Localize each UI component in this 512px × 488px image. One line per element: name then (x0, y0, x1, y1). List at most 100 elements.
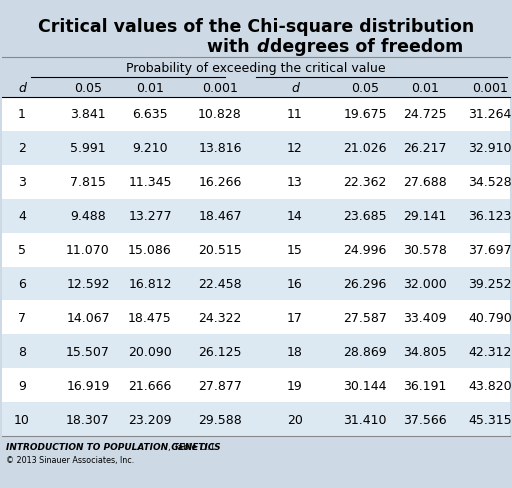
Text: 36.123: 36.123 (468, 210, 511, 223)
Text: d: d (291, 82, 299, 95)
Text: 20: 20 (287, 413, 303, 426)
Text: 43.820: 43.820 (468, 379, 512, 392)
Bar (2, 402, 510, 436)
Text: 15.086: 15.086 (128, 244, 172, 257)
Text: 29.588: 29.588 (198, 413, 242, 426)
Text: 1: 1 (18, 108, 26, 121)
Text: 10.828: 10.828 (198, 108, 242, 121)
Text: 26.296: 26.296 (344, 277, 387, 290)
Text: 10: 10 (14, 413, 30, 426)
Text: 32.000: 32.000 (403, 277, 447, 290)
Text: 4: 4 (18, 210, 26, 223)
Text: d: d (18, 82, 26, 95)
Text: 37.566: 37.566 (403, 413, 447, 426)
Bar (2, 335, 510, 368)
Text: 0.001: 0.001 (472, 82, 508, 95)
Text: 7.815: 7.815 (70, 176, 106, 189)
Text: 22.458: 22.458 (198, 277, 242, 290)
Text: 19.675: 19.675 (343, 108, 387, 121)
Text: 18.307: 18.307 (66, 413, 110, 426)
Text: 9: 9 (18, 379, 26, 392)
Text: 14: 14 (287, 210, 303, 223)
Text: 40.790: 40.790 (468, 311, 512, 324)
Text: 2: 2 (18, 142, 26, 155)
Text: 13.277: 13.277 (128, 210, 172, 223)
Text: 6: 6 (18, 277, 26, 290)
Bar (2, 233, 510, 267)
Text: 36.191: 36.191 (403, 379, 446, 392)
Text: 29.141: 29.141 (403, 210, 446, 223)
Text: 21.666: 21.666 (129, 379, 172, 392)
Text: 33.409: 33.409 (403, 311, 447, 324)
Text: 12.592: 12.592 (66, 277, 110, 290)
Text: 30.144: 30.144 (343, 379, 387, 392)
Text: 22.362: 22.362 (344, 176, 387, 189)
Text: 18.467: 18.467 (198, 210, 242, 223)
Text: 19: 19 (287, 379, 303, 392)
Text: 42.312: 42.312 (468, 345, 511, 358)
Text: 32.910: 32.910 (468, 142, 512, 155)
Text: © 2013 Sinauer Associates, Inc.: © 2013 Sinauer Associates, Inc. (6, 455, 134, 464)
Text: 9.210: 9.210 (132, 142, 168, 155)
Text: 8: 8 (18, 345, 26, 358)
Text: 16.812: 16.812 (128, 277, 172, 290)
Text: 20.515: 20.515 (198, 244, 242, 257)
Text: 11: 11 (287, 108, 303, 121)
Text: Probability of exceeding the critical value: Probability of exceeding the critical va… (126, 62, 386, 75)
Text: 0.05: 0.05 (74, 82, 102, 95)
Text: 34.528: 34.528 (468, 176, 512, 189)
Text: 12: 12 (287, 142, 303, 155)
Text: 26.125: 26.125 (198, 345, 242, 358)
Text: 0.01: 0.01 (411, 82, 439, 95)
Text: 15.507: 15.507 (66, 345, 110, 358)
Text: 9.488: 9.488 (70, 210, 106, 223)
Text: 0.05: 0.05 (351, 82, 379, 95)
Text: d: d (256, 38, 268, 56)
Text: 26.217: 26.217 (403, 142, 447, 155)
Text: 20.090: 20.090 (128, 345, 172, 358)
Text: INTRODUCTION TO POPULATION GENETICS: INTRODUCTION TO POPULATION GENETICS (6, 442, 221, 451)
Text: 0.001: 0.001 (202, 82, 238, 95)
Text: 7: 7 (18, 311, 26, 324)
Text: with: with (0, 38, 49, 56)
Text: , Table D.1: , Table D.1 (168, 442, 216, 451)
Text: 5.991: 5.991 (70, 142, 106, 155)
Text: 11.070: 11.070 (66, 244, 110, 257)
Bar (2, 132, 510, 165)
Text: 30.578: 30.578 (403, 244, 447, 257)
Bar (2, 165, 510, 199)
Text: 3.841: 3.841 (70, 108, 106, 121)
Bar (2, 199, 510, 233)
Text: 27.688: 27.688 (403, 176, 447, 189)
Text: 17: 17 (287, 311, 303, 324)
Text: 31.410: 31.410 (343, 413, 387, 426)
Text: 21.026: 21.026 (343, 142, 387, 155)
Text: 24.322: 24.322 (198, 311, 242, 324)
Text: 23.209: 23.209 (128, 413, 172, 426)
Text: 24.725: 24.725 (403, 108, 447, 121)
Text: 3: 3 (18, 176, 26, 189)
Text: 6.635: 6.635 (132, 108, 168, 121)
Text: degrees of freedom: degrees of freedom (264, 38, 463, 56)
Text: 15: 15 (287, 244, 303, 257)
Text: 0.01: 0.01 (136, 82, 164, 95)
Text: 24.996: 24.996 (344, 244, 387, 257)
Text: 16: 16 (287, 277, 303, 290)
Text: 13: 13 (287, 176, 303, 189)
Text: 5: 5 (18, 244, 26, 257)
Text: 14.067: 14.067 (66, 311, 110, 324)
Text: Critical values of the Chi-square distribution: Critical values of the Chi-square distri… (38, 18, 474, 36)
Bar (2, 301, 510, 335)
Text: 34.805: 34.805 (403, 345, 447, 358)
Text: 28.869: 28.869 (343, 345, 387, 358)
Bar (2, 267, 510, 301)
Bar (2, 368, 510, 402)
Text: 31.264: 31.264 (468, 108, 511, 121)
Text: 45.315: 45.315 (468, 413, 512, 426)
Text: 27.877: 27.877 (198, 379, 242, 392)
Text: 16.266: 16.266 (198, 176, 242, 189)
Text: with: with (207, 38, 256, 56)
Text: 13.816: 13.816 (198, 142, 242, 155)
Text: 16.919: 16.919 (67, 379, 110, 392)
Text: 11.345: 11.345 (128, 176, 172, 189)
